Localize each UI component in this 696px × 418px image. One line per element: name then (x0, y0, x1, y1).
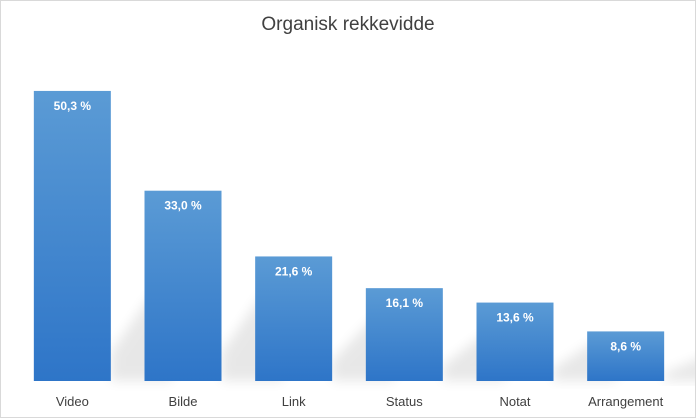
category-label-status: Status (386, 394, 423, 409)
bar-bilde (144, 190, 222, 381)
bar-notat (476, 302, 554, 381)
category-label-video: Video (56, 394, 89, 409)
data-label-link: 21,6 % (275, 264, 313, 278)
bar-video (33, 90, 111, 381)
bar-arrangement (587, 331, 665, 381)
data-label-notat: 13,6 % (496, 311, 534, 325)
bar-link (255, 256, 333, 381)
chart-title: Organisk rekkevidde (261, 14, 435, 35)
category-label-link: Link (282, 394, 306, 409)
data-label-arrangement: 8,6 % (610, 339, 641, 353)
category-label-bilde: Bilde (169, 394, 198, 409)
bar-status (365, 288, 443, 381)
data-label-bilde: 33,0 % (164, 199, 202, 213)
data-label-video: 50,3 % (54, 99, 92, 113)
data-label-status: 16,1 % (386, 296, 424, 310)
bar-shadow-arrangement (664, 360, 695, 381)
category-label-arrangement: Arrangement (588, 394, 664, 409)
category-label-notat: Notat (499, 394, 530, 409)
